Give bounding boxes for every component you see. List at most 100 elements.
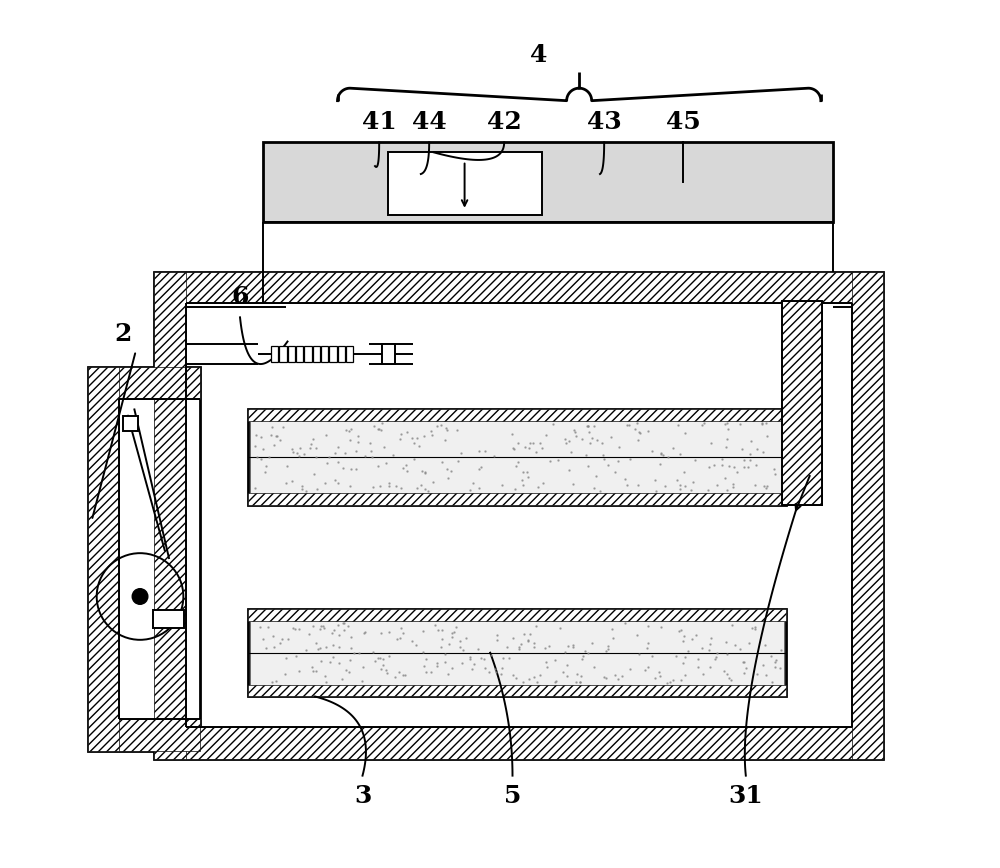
Point [767, 655, 783, 669]
Bar [153, 610, 184, 628]
Point [694, 641, 710, 654]
Point [458, 631, 474, 645]
Point [326, 623, 342, 637]
Point [703, 437, 719, 450]
Point [325, 649, 341, 663]
Point [652, 457, 668, 470]
Point [462, 650, 478, 664]
Point [627, 422, 643, 436]
Point [268, 430, 284, 444]
Point [559, 658, 575, 672]
Point [308, 664, 324, 678]
Point [528, 619, 544, 633]
Point [542, 455, 558, 469]
Bar [296, 345, 303, 362]
Point [557, 645, 573, 659]
Point [471, 482, 487, 496]
Point [348, 444, 364, 458]
Point [336, 623, 352, 637]
Text: 42: 42 [487, 109, 522, 134]
Point [545, 418, 561, 431]
Point [305, 620, 321, 634]
Point [441, 637, 457, 651]
Text: 43: 43 [587, 109, 622, 134]
Point [471, 444, 487, 458]
Bar [88, 367, 200, 399]
Point [530, 480, 546, 494]
Point [670, 418, 686, 432]
Point [603, 430, 619, 444]
Point [265, 629, 281, 643]
Point [429, 659, 445, 673]
Point [365, 480, 381, 494]
Point [600, 639, 616, 653]
Point [505, 667, 521, 681]
Point [351, 646, 367, 660]
Point [547, 675, 563, 689]
Point [574, 652, 590, 666]
Point [483, 648, 499, 662]
Point [726, 460, 742, 474]
Point [443, 464, 459, 478]
Bar [288, 345, 295, 362]
Point [718, 635, 734, 649]
Point [685, 475, 701, 489]
Point [393, 427, 409, 441]
Point [291, 449, 307, 463]
Point [330, 477, 346, 490]
Point [709, 646, 725, 660]
Point [736, 453, 752, 467]
Point [557, 432, 573, 446]
Text: 2: 2 [115, 322, 132, 346]
Point [707, 652, 723, 666]
Point [725, 477, 741, 491]
Point [647, 472, 663, 486]
Point [672, 447, 688, 461]
Point [365, 646, 381, 660]
Point [588, 469, 604, 483]
Point [444, 661, 460, 675]
Point [378, 456, 394, 470]
Point [736, 666, 752, 680]
Point [631, 425, 647, 439]
Point [373, 661, 389, 675]
Point [395, 627, 411, 641]
Point [306, 468, 322, 482]
Point [617, 616, 633, 630]
Point [738, 661, 754, 675]
Point [350, 435, 366, 449]
Point [561, 434, 577, 448]
Point [619, 477, 635, 491]
Point [423, 666, 439, 680]
Point [596, 452, 612, 466]
Bar [346, 345, 353, 362]
Point [749, 667, 765, 681]
Point [452, 641, 468, 654]
Point [279, 458, 295, 472]
Point [508, 671, 524, 685]
Point [288, 649, 304, 663]
Point [541, 640, 557, 654]
Point [736, 654, 752, 668]
Point [327, 446, 343, 460]
Point [600, 457, 616, 471]
Point [717, 418, 733, 431]
Point [747, 478, 763, 492]
Point [644, 648, 660, 662]
Point [573, 669, 589, 683]
Point [595, 449, 611, 463]
Point [644, 444, 660, 458]
Point [305, 432, 321, 446]
Point [487, 662, 503, 676]
Point [637, 663, 653, 677]
Point [589, 433, 605, 447]
Point [416, 660, 432, 674]
Point [582, 436, 598, 450]
Point [434, 632, 450, 646]
Point [558, 436, 574, 450]
Point [266, 640, 282, 654]
Point [714, 458, 730, 472]
Point [253, 452, 269, 466]
Point [334, 672, 350, 686]
Text: 6: 6 [231, 285, 249, 308]
